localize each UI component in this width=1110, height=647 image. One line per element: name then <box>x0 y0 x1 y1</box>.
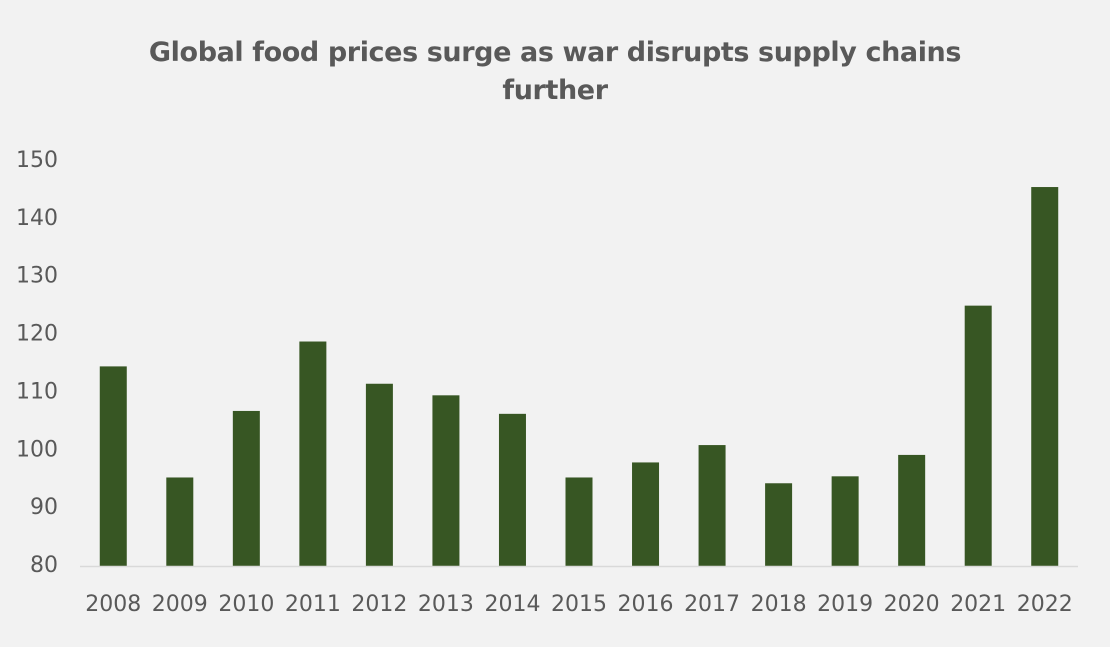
bar-2014 <box>498 413 526 566</box>
x-tick-label: 2014 <box>484 592 540 617</box>
x-tick-label: 2021 <box>950 592 1006 617</box>
x-tick-label: 2009 <box>152 592 208 617</box>
bar-2013 <box>432 395 460 566</box>
x-tick-label: 2008 <box>85 592 141 617</box>
x-tick-label: 2010 <box>218 592 274 617</box>
chart-title-line-1: Global food prices surge as war disrupts… <box>148 37 962 68</box>
y-tick-label: 120 <box>16 322 58 347</box>
bar-2018 <box>765 483 793 566</box>
bar-2009 <box>166 477 194 566</box>
y-tick-label: 130 <box>16 264 58 289</box>
bar-2022 <box>1031 187 1059 567</box>
bar-2020 <box>898 454 926 566</box>
x-tick-label: 2022 <box>1017 592 1073 617</box>
y-axis-ticks: 80 90 100 110 120 130 140 150 <box>16 148 58 578</box>
bar-2019 <box>831 476 859 566</box>
y-tick-label: 110 <box>16 379 58 404</box>
bar-2011 <box>299 341 327 566</box>
x-tick-label: 2018 <box>751 592 807 617</box>
x-tick-label: 2019 <box>817 592 873 617</box>
bar-2021 <box>964 305 992 566</box>
chart-title-line-2: further <box>502 75 608 106</box>
bars <box>99 187 1059 567</box>
bar-2017 <box>698 445 726 566</box>
bar-2010 <box>232 410 260 566</box>
y-tick-label: 80 <box>30 553 58 578</box>
x-tick-label: 2017 <box>684 592 740 617</box>
y-tick-label: 100 <box>16 437 58 462</box>
y-tick-label: 140 <box>16 206 58 231</box>
bar-2016 <box>632 462 660 566</box>
bar-2012 <box>365 383 393 566</box>
chart-title: Global food prices surge as war disrupts… <box>0 34 1110 110</box>
x-axis-ticks: 2008 2009 2010 2011 2012 2013 2014 2015 2016 2017… <box>85 592 1072 617</box>
bar-2008 <box>99 366 127 566</box>
y-tick-label: 150 <box>16 148 58 173</box>
x-tick-label: 2013 <box>418 592 474 617</box>
bar-2015 <box>565 477 593 566</box>
y-tick-label: 90 <box>30 495 58 520</box>
x-tick-label: 2015 <box>551 592 607 617</box>
x-tick-label: 2020 <box>884 592 940 617</box>
x-tick-label: 2012 <box>351 592 407 617</box>
x-tick-label: 2016 <box>618 592 674 617</box>
x-tick-label: 2011 <box>285 592 341 617</box>
